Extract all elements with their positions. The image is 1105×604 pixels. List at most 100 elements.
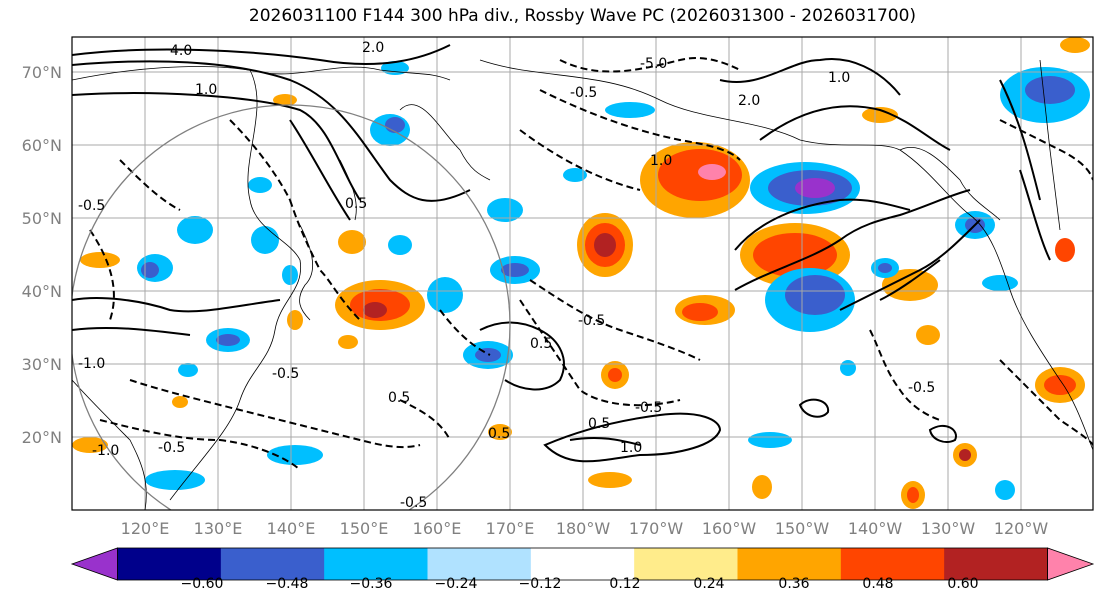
colorbar-segment xyxy=(324,548,428,580)
colorbar-tick-label: −0.24 xyxy=(435,576,478,592)
colorbar-extend-low xyxy=(70,547,118,581)
negative-anomaly xyxy=(1025,76,1075,104)
lon-label: 130°W xyxy=(921,519,976,538)
negative-anomaly xyxy=(795,178,835,198)
colorbar-tick-label: −0.36 xyxy=(350,576,393,592)
contour-label: 2.0 xyxy=(738,93,760,109)
lat-label: 50°N xyxy=(22,209,62,228)
map-content: 4.0 2.0 1.0 -5.0 2.0 1.0 -0.5 0.5 1.0 -0… xyxy=(72,37,1093,511)
coastlines xyxy=(72,59,1093,510)
positive-anomaly xyxy=(1060,37,1090,53)
contour-label: 0.5 xyxy=(345,196,367,212)
contour-label: -0.5 xyxy=(400,495,427,511)
colorbar-segment xyxy=(840,548,945,580)
positive-anomaly xyxy=(882,269,938,301)
positive-anomaly xyxy=(916,325,940,345)
colorbar-tick-label: 0.24 xyxy=(693,576,724,592)
negative-anomaly xyxy=(145,470,205,490)
positive-anomaly xyxy=(907,487,919,503)
positive-anomaly xyxy=(172,396,188,408)
negative-anomaly xyxy=(282,265,298,285)
colorbar xyxy=(70,547,1095,581)
negative-anomaly xyxy=(388,235,412,255)
positive-anomaly xyxy=(287,310,303,330)
colorbar-segment xyxy=(737,548,842,580)
lon-label: 180°W xyxy=(556,519,611,538)
contour-label: 0.5 xyxy=(388,390,410,406)
negative-anomaly xyxy=(840,360,856,376)
lon-label: 140°W xyxy=(848,519,903,538)
positive-anomaly xyxy=(1044,375,1076,395)
negative-anomaly xyxy=(427,277,463,313)
negative-anomaly xyxy=(605,102,655,118)
lon-label: 120°E xyxy=(121,519,170,538)
lat-label: 60°N xyxy=(22,136,62,155)
contour-label: 2.0 xyxy=(362,40,384,56)
contour-label: -0.5 xyxy=(908,380,935,396)
lon-label: 140°E xyxy=(267,519,316,538)
lon-label: 150°W xyxy=(775,519,830,538)
colorbar-segment xyxy=(427,548,532,580)
contour-labels: 4.0 2.0 1.0 -5.0 2.0 1.0 -0.5 0.5 1.0 -0… xyxy=(78,40,935,511)
lat-label: 40°N xyxy=(22,282,62,301)
contours xyxy=(72,44,1051,463)
positive-anomaly xyxy=(1055,238,1075,262)
colorbar-tick-label: −0.60 xyxy=(181,576,224,592)
colorbar-tick-label: −0.12 xyxy=(519,576,562,592)
positive-anomaly xyxy=(588,472,632,488)
lon-label: 130°E xyxy=(194,519,243,538)
colorbar-tick-label: −0.48 xyxy=(266,576,309,592)
lon-label: 150°E xyxy=(340,519,389,538)
negative-anomaly xyxy=(248,177,272,193)
negative-anomaly xyxy=(563,168,587,182)
latitude-labels: 70°N 60°N 50°N 40°N 30°N 20°N xyxy=(22,63,62,447)
negative-anomaly xyxy=(995,480,1015,500)
negative-anomaly xyxy=(982,275,1018,291)
negative-anomaly xyxy=(501,263,529,277)
colorbar-segment xyxy=(530,548,635,580)
positive-anomaly xyxy=(753,233,837,277)
negative-anomaly xyxy=(178,363,198,377)
contour-label: -5.0 xyxy=(640,56,667,72)
lon-label: 120°W xyxy=(994,519,1049,538)
negative-anomaly xyxy=(251,226,279,254)
positive-anomaly xyxy=(80,252,120,268)
positive-anomaly xyxy=(363,302,387,318)
negative-anomaly xyxy=(878,263,892,273)
colorbar-border xyxy=(117,547,1048,581)
lat-label: 30°N xyxy=(22,355,62,374)
negative-anomaly xyxy=(141,262,159,278)
lon-label: 160°E xyxy=(413,519,462,538)
colorbar-segment xyxy=(117,548,222,580)
contour-label: -1.0 xyxy=(92,443,119,459)
positive-anomaly xyxy=(338,230,366,254)
positive-anomaly xyxy=(72,437,108,453)
contour-label: -0.5 xyxy=(158,440,185,456)
colorbar-tick-label: 0.48 xyxy=(862,576,893,592)
colorbar-ticks: −0.60 −0.48 −0.36 −0.24 −0.12 0.12 0.24 … xyxy=(181,576,979,592)
positive-anomaly xyxy=(488,424,512,440)
positive-anomaly xyxy=(682,303,718,321)
positive-anomaly xyxy=(608,368,622,382)
contour-label: 0.5 xyxy=(588,416,610,432)
contour-label: 0.5 xyxy=(488,426,510,442)
colorbar-tick-label: 0.60 xyxy=(947,576,978,592)
colorbar-segment xyxy=(944,548,1048,580)
contour-label: 1.0 xyxy=(195,82,217,98)
lat-label: 20°N xyxy=(22,428,62,447)
highlight-circle xyxy=(72,104,511,510)
map-frame xyxy=(71,36,1094,511)
longitude-labels: 120°E 130°E 140°E 150°E 160°E 170°E 180°… xyxy=(121,519,1049,538)
contour-label: -0.5 xyxy=(78,198,105,214)
dashed-contours xyxy=(89,57,1093,471)
lon-label: 170°W xyxy=(629,519,684,538)
negative-anomaly xyxy=(785,275,845,315)
colorbar-segment xyxy=(220,548,325,580)
contour-label: -1.0 xyxy=(78,356,105,372)
contour-label: -0.5 xyxy=(635,400,662,416)
negative-anomaly xyxy=(385,117,405,133)
colorbar-tick-label: 0.36 xyxy=(778,576,809,592)
negative-anomaly xyxy=(267,445,323,465)
map-title: 2026031100 F144 300 hPa div., Rossby Wav… xyxy=(248,6,917,26)
